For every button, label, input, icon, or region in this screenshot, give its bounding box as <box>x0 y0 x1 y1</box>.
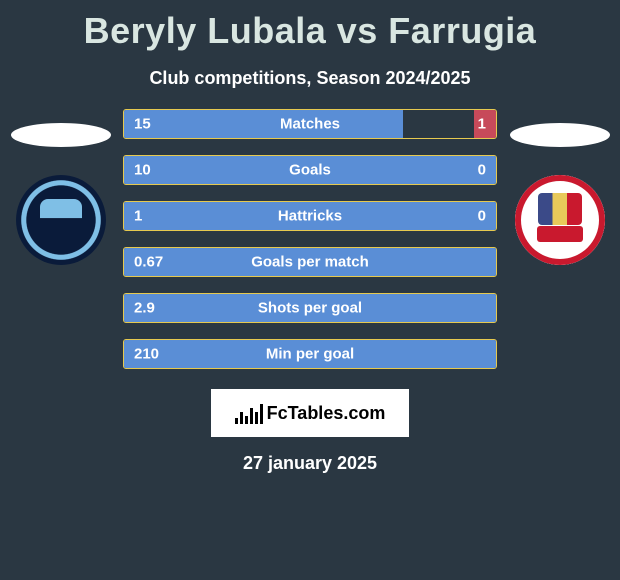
player-right-column <box>507 109 612 385</box>
club-crest-right <box>515 175 605 265</box>
stat-label: Matches <box>280 116 340 133</box>
page-title: Beryly Lubala vs Farrugia <box>0 0 620 52</box>
club-crest-left <box>16 175 106 265</box>
player-left-column <box>8 109 113 385</box>
stat-label: Goals <box>289 162 331 179</box>
stat-row: 0.67 Goals per match <box>123 247 497 277</box>
comparison-layout: 151Matches100Goals10Hattricks0.67Goals p… <box>0 109 620 385</box>
stat-label: Goals per match <box>251 254 369 271</box>
stat-value-left: 2.9 <box>134 300 155 317</box>
stat-label: Hattricks <box>278 208 342 225</box>
stat-value-right: 1 <box>478 116 486 133</box>
stat-value-left: 15 <box>134 116 151 133</box>
stat-label: Min per goal <box>266 346 354 363</box>
stat-row: 15 1 Matches <box>123 109 497 139</box>
subtitle: Club competitions, Season 2024/2025 <box>0 68 620 89</box>
stat-row: 1 0 Hattricks <box>123 201 497 231</box>
stats-container: 151Matches100Goals10Hattricks0.67Goals p… <box>113 109 507 385</box>
stat-value-left: 1 <box>134 208 142 225</box>
stat-value-left: 0.67 <box>134 254 163 271</box>
stat-value-right: 0 <box>478 208 486 225</box>
logo-chart-icon <box>235 402 263 424</box>
stat-value-left: 10 <box>134 162 151 179</box>
stat-value-left: 210 <box>134 346 159 363</box>
logo-text: FcTables.com <box>267 403 386 424</box>
stat-label: Shots per goal <box>258 300 362 317</box>
player-right-oval <box>510 123 610 147</box>
date-label: 27 january 2025 <box>0 453 620 474</box>
stat-bar-left <box>124 110 403 138</box>
stat-row: 210 Min per goal <box>123 339 497 369</box>
fctables-logo[interactable]: FcTables.com <box>211 389 409 437</box>
player-left-oval <box>11 123 111 147</box>
stat-row: 10 0 Goals <box>123 155 497 185</box>
stat-value-right: 0 <box>478 162 486 179</box>
stat-row: 2.9 Shots per goal <box>123 293 497 323</box>
